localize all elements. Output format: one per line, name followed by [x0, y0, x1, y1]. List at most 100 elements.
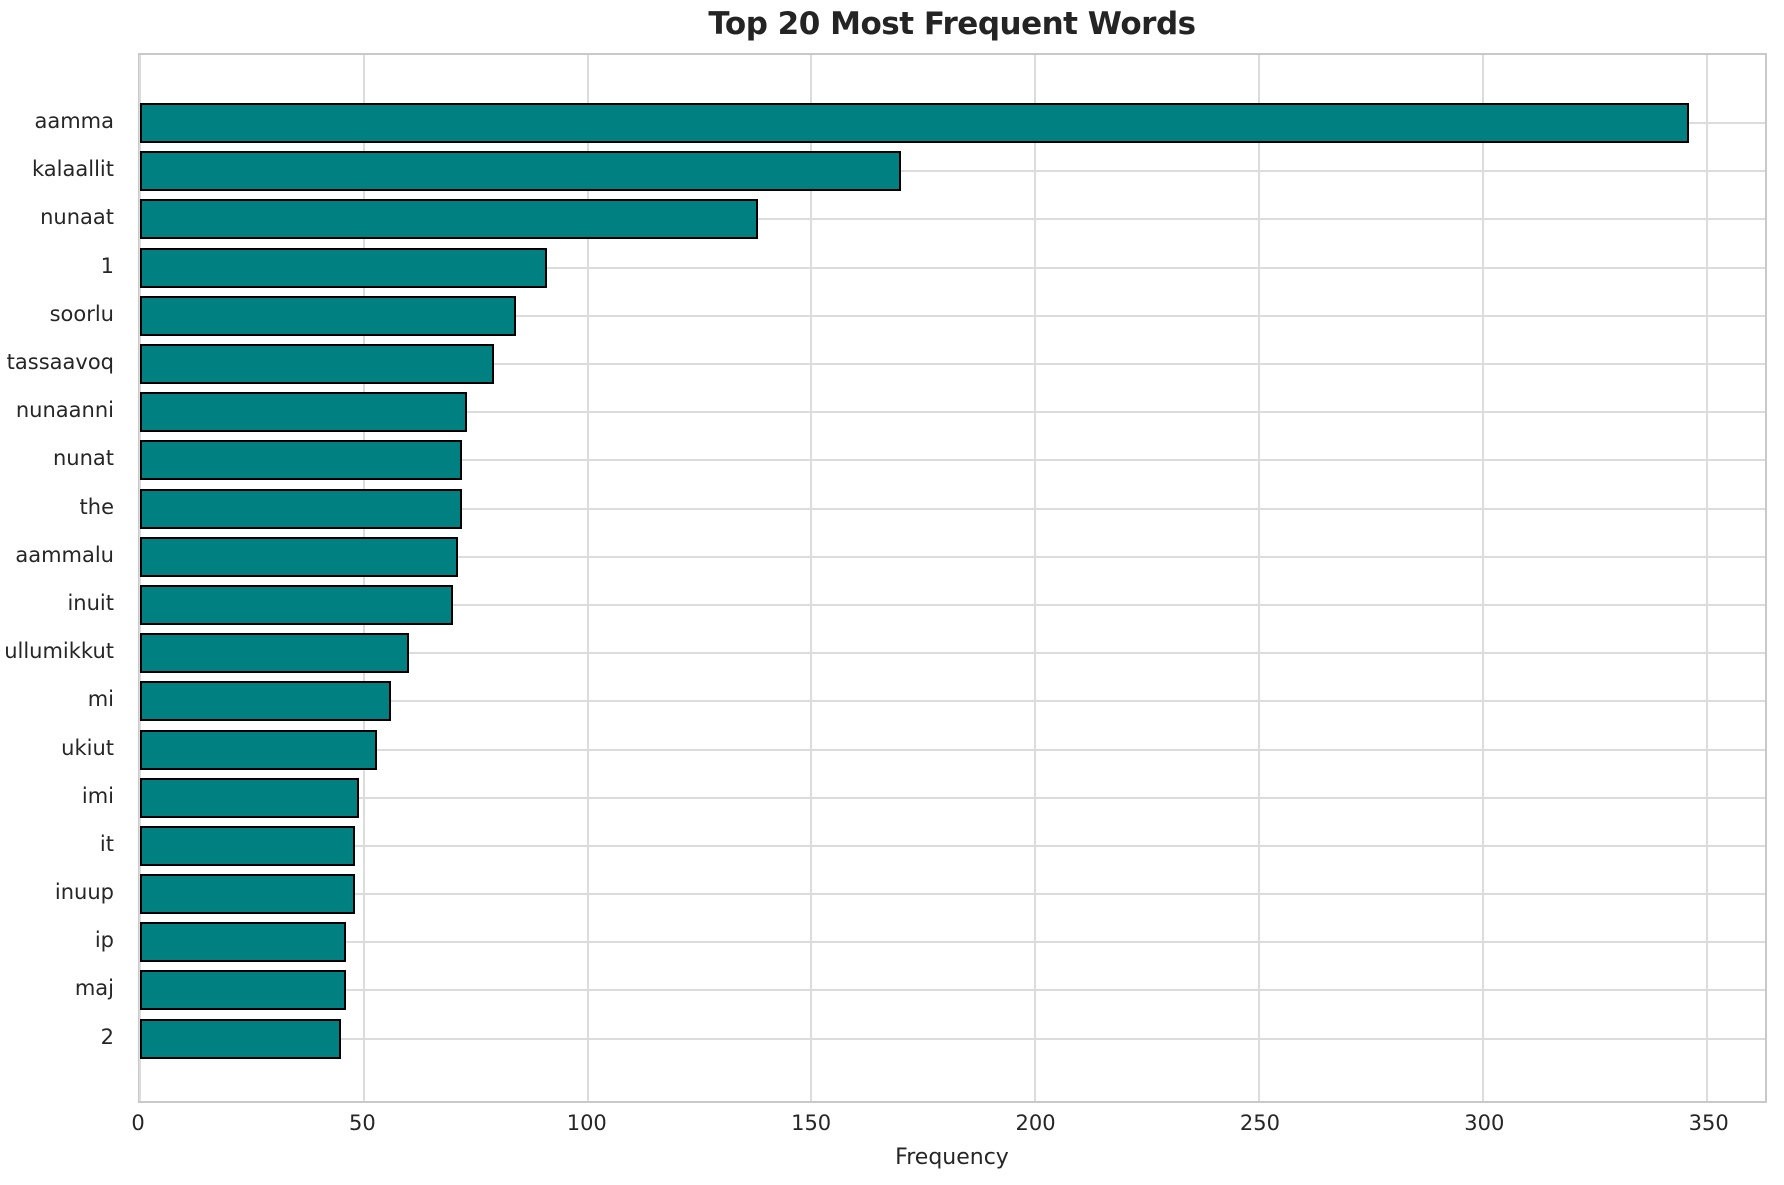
bar-it	[140, 825, 355, 866]
horizontal-gridline	[140, 700, 1765, 703]
bar-row	[140, 870, 1765, 918]
bar-row	[140, 244, 1765, 292]
bar-row	[140, 436, 1765, 484]
y-axis-label: tassaavoq	[6, 350, 114, 375]
horizontal-gridline	[140, 170, 1765, 173]
bar-soorlu	[140, 295, 517, 336]
bar-1	[140, 247, 548, 288]
bar-row	[140, 388, 1765, 436]
horizontal-gridline	[140, 603, 1765, 606]
bar-row	[140, 774, 1765, 822]
bar-row	[140, 99, 1765, 147]
x-axis-tick-label: 150	[791, 1111, 832, 1135]
vertical-gridline	[1705, 55, 1708, 1101]
vertical-gridline	[586, 55, 589, 1101]
bar-row	[140, 195, 1765, 243]
bar-aamma	[140, 103, 1689, 144]
bar-ullumikkut	[140, 633, 409, 674]
x-axis-tick-label: 50	[349, 1111, 376, 1135]
bar-row	[140, 966, 1765, 1014]
bar-row	[140, 918, 1765, 966]
bar-tassaavoq	[140, 344, 494, 385]
y-axis-label: 1	[100, 253, 114, 278]
bar-ukiut	[140, 729, 378, 770]
bar-row	[140, 292, 1765, 340]
bar-row	[140, 725, 1765, 773]
bar-the	[140, 488, 463, 529]
vertical-gridline	[1481, 55, 1484, 1101]
bar-row	[140, 677, 1765, 725]
vertical-gridline	[139, 55, 141, 1101]
x-axis-tick-labels: 0 50 100 150 200 250 300 350	[131, 1111, 1767, 1141]
bar-rows	[140, 99, 1765, 1063]
y-axis-labels: aamma kalaallit nunaat 1 soorlu tassaavoq nuna…	[0, 97, 126, 1061]
y-axis-label: maj	[74, 976, 114, 1001]
y-axis-label: nunaanni	[15, 398, 114, 423]
bar-kalaallit	[140, 151, 902, 192]
horizontal-gridline	[140, 893, 1765, 896]
y-axis-label: ukiut	[61, 735, 114, 760]
plot-area	[138, 53, 1767, 1103]
bar-row	[140, 1015, 1765, 1063]
y-axis-label: inuit	[67, 590, 114, 615]
horizontal-gridline	[140, 507, 1765, 510]
bar-inuit	[140, 584, 454, 625]
y-axis-label: imi	[81, 783, 114, 808]
horizontal-gridline	[140, 459, 1765, 462]
chart-title: Top 20 Most Frequent Words	[708, 6, 1196, 42]
bar-nunat	[140, 440, 463, 481]
horizontal-gridline	[140, 218, 1765, 221]
y-axis-label: nunaat	[40, 205, 114, 230]
bar-row	[140, 340, 1765, 388]
horizontal-gridline	[140, 941, 1765, 944]
y-axis-label: aamma	[34, 109, 114, 134]
y-axis-label: soorlu	[49, 301, 114, 326]
y-axis-label: kalaallit	[32, 157, 114, 182]
horizontal-gridline	[140, 652, 1765, 655]
x-axis-tick-label: 200	[1015, 1111, 1056, 1135]
x-axis-tick-label: 350	[1688, 1111, 1729, 1135]
bar-aammalu	[140, 536, 458, 577]
y-axis-label: 2	[100, 1024, 114, 1049]
y-axis-label: it	[99, 831, 114, 856]
x-axis-tick-label: 0	[131, 1111, 145, 1135]
horizontal-gridline	[140, 844, 1765, 847]
bar-row	[140, 822, 1765, 870]
horizontal-gridline	[140, 1037, 1765, 1040]
horizontal-gridline	[140, 989, 1765, 992]
bar-row	[140, 533, 1765, 581]
horizontal-gridline	[140, 411, 1765, 414]
vertical-gridline	[1034, 55, 1037, 1101]
bar-row	[140, 147, 1765, 195]
y-axis-label: the	[79, 494, 114, 519]
x-axis-tick-label: 250	[1239, 1111, 1280, 1135]
vertical-gridline	[810, 55, 813, 1101]
horizontal-gridline	[140, 314, 1765, 317]
horizontal-gridline	[140, 555, 1765, 558]
y-axis-label: mi	[87, 687, 114, 712]
bar-nunaanni	[140, 392, 467, 433]
y-axis-label: ullumikkut	[4, 639, 114, 664]
bar-inuup	[140, 874, 355, 915]
y-axis-label: aammalu	[15, 542, 114, 567]
bar-ip	[140, 922, 346, 963]
bar-mi	[140, 681, 391, 722]
bar-2	[140, 1018, 342, 1059]
y-axis-label: ip	[94, 928, 114, 953]
horizontal-gridline	[140, 363, 1765, 366]
x-axis-tick-label: 300	[1464, 1111, 1505, 1135]
horizontal-gridline	[140, 266, 1765, 269]
y-axis-label: nunat	[52, 446, 114, 471]
bar-row	[140, 581, 1765, 629]
bar-row	[140, 485, 1765, 533]
y-axis-label: inuup	[54, 880, 114, 905]
horizontal-gridline	[140, 748, 1765, 751]
vertical-gridline	[362, 55, 365, 1101]
vertical-gridline	[1258, 55, 1261, 1101]
horizontal-gridline	[140, 796, 1765, 799]
x-axis-label: Frequency	[895, 1145, 1009, 1170]
bar-row	[140, 629, 1765, 677]
bar-maj	[140, 970, 346, 1011]
bar-nunaat	[140, 199, 758, 240]
